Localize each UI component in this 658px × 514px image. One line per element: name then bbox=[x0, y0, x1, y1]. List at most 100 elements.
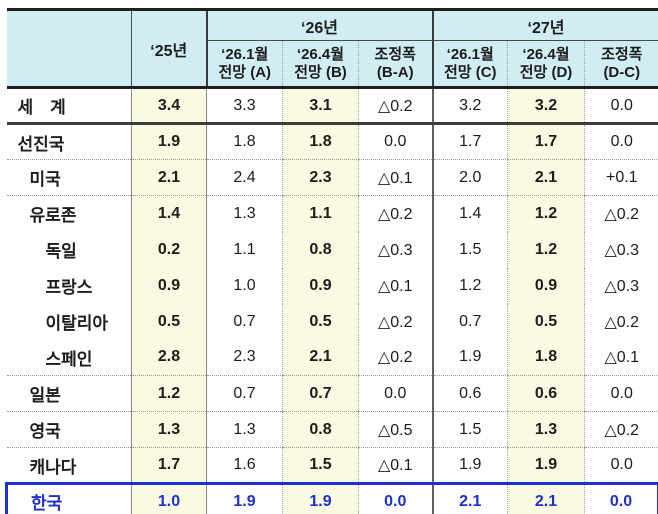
cell-adjustment-b-a: △0.2 bbox=[358, 303, 433, 340]
cell-adjustment-b-a: △0.1 bbox=[358, 267, 433, 304]
cell-26-jan-forecast: 1.3 bbox=[206, 411, 283, 448]
cell-year25-value: 0.9 bbox=[131, 267, 207, 304]
cell-adjustment-d-c: 0.0 bbox=[583, 447, 658, 484]
row-label: 캐나다 bbox=[6, 447, 132, 484]
table-body: 세 계 3.4 3.3 3.1 △0.2 3.2 3.2 0.0 선진국 1.9… bbox=[5, 87, 658, 514]
header-26-jan-forecast-a: ‘26.1월 전망 (A) bbox=[205, 40, 283, 89]
cell-27-apr-forecast: 2.1 bbox=[507, 482, 585, 514]
cell-year25-value: 1.2 bbox=[131, 375, 207, 412]
cell-27-jan-forecast: 0.6 bbox=[431, 375, 508, 412]
cell-adjustment-d-c: △0.3 bbox=[583, 231, 658, 268]
table-row: 이탈리아 0.5 0.7 0.5 △0.2 0.7 0.5 △0.2 bbox=[6, 303, 658, 340]
cell-27-jan-forecast: 1.4 bbox=[431, 195, 508, 232]
cell-year25-value: 2.8 bbox=[131, 339, 207, 376]
cell-27-apr-forecast: 1.3 bbox=[507, 411, 585, 448]
cell-adjustment-b-a: △0.2 bbox=[358, 87, 433, 125]
cell-adjustment-b-a: △0.2 bbox=[358, 339, 433, 376]
table-row: 한국 1.0 1.9 1.9 0.0 2.1 2.1 0.0 bbox=[5, 482, 658, 514]
table-row: 세 계 3.4 3.3 3.1 △0.2 3.2 3.2 0.0 bbox=[6, 87, 658, 125]
row-label: 영국 bbox=[6, 411, 132, 448]
cell-26-apr-forecast: 0.9 bbox=[282, 267, 359, 304]
header-adjustment-b-a: 조정폭 (B-A) bbox=[358, 40, 433, 89]
header-adjustment-d-c: 조정폭 (D-C) bbox=[583, 40, 658, 89]
cell-adjustment-b-a: △0.5 bbox=[358, 411, 433, 448]
header-26-apr-forecast-b: ‘26.4월 전망 (B) bbox=[282, 40, 359, 89]
cell-27-apr-forecast: 0.9 bbox=[507, 267, 585, 304]
cell-26-apr-forecast: 2.3 bbox=[282, 159, 359, 196]
header-year-25: ‘25년 bbox=[131, 9, 207, 89]
table-row: 미국 2.1 2.4 2.3 △0.1 2.0 2.1 +0.1 bbox=[6, 159, 658, 196]
row-label: 일본 bbox=[6, 375, 132, 412]
cell-26-apr-forecast: 1.9 bbox=[282, 482, 359, 514]
cell-adjustment-d-c: △0.2 bbox=[583, 303, 658, 340]
cell-26-jan-forecast: 1.0 bbox=[206, 267, 283, 304]
row-label: 선진국 bbox=[6, 123, 132, 160]
cell-27-jan-forecast: 2.1 bbox=[431, 482, 508, 514]
cell-26-jan-forecast: 3.3 bbox=[206, 87, 283, 125]
cell-year25-value: 1.0 bbox=[131, 482, 207, 514]
corner-cell bbox=[6, 9, 132, 89]
cell-26-jan-forecast: 1.6 bbox=[206, 447, 283, 484]
cell-27-apr-forecast: 0.6 bbox=[507, 375, 585, 412]
forecast-table: ‘25년 ‘26년 ‘27년 ‘26.1월 전망 (A) ‘26.4월 전망 (… bbox=[5, 8, 658, 514]
cell-adjustment-b-a: △0.1 bbox=[358, 159, 433, 196]
cell-27-apr-forecast: 1.2 bbox=[507, 231, 585, 268]
row-label: 이탈리아 bbox=[6, 303, 132, 340]
cell-26-apr-forecast: 1.8 bbox=[282, 123, 359, 160]
cell-adjustment-b-a: 0.0 bbox=[358, 123, 433, 160]
table-row: 스페인 2.8 2.3 2.1 △0.2 1.9 1.8 △0.1 bbox=[6, 339, 658, 376]
header-27-jan-forecast-c: ‘26.1월 전망 (C) bbox=[431, 40, 508, 89]
row-label: 세 계 bbox=[6, 87, 132, 125]
cell-adjustment-d-c: +0.1 bbox=[583, 159, 658, 196]
row-label: 프랑스 bbox=[6, 267, 132, 304]
cell-27-apr-forecast: 1.8 bbox=[507, 339, 585, 376]
cell-27-jan-forecast: 1.7 bbox=[431, 123, 508, 160]
cell-27-jan-forecast: 1.9 bbox=[431, 447, 508, 484]
cell-adjustment-b-a: △0.2 bbox=[358, 195, 433, 232]
table-row: 독일 0.2 1.1 0.8 △0.3 1.5 1.2 △0.3 bbox=[6, 231, 658, 268]
cell-26-jan-forecast: 2.4 bbox=[206, 159, 283, 196]
cell-27-jan-forecast: 1.5 bbox=[431, 231, 508, 268]
row-label: 미국 bbox=[6, 159, 132, 196]
cell-year25-value: 2.1 bbox=[131, 159, 207, 196]
cell-27-jan-forecast: 0.7 bbox=[431, 303, 508, 340]
cell-27-apr-forecast: 3.2 bbox=[507, 87, 585, 125]
cell-year25-value: 1.3 bbox=[131, 411, 207, 448]
cell-27-jan-forecast: 2.0 bbox=[431, 159, 508, 196]
table-row: 일본 1.2 0.7 0.7 0.0 0.6 0.6 0.0 bbox=[6, 375, 658, 412]
cell-adjustment-b-a: 0.0 bbox=[358, 482, 433, 514]
cell-26-jan-forecast: 0.7 bbox=[206, 375, 283, 412]
table-row: 프랑스 0.9 1.0 0.9 △0.1 1.2 0.9 △0.3 bbox=[6, 267, 658, 304]
cell-adjustment-d-c: 0.0 bbox=[583, 375, 658, 412]
table-row: 유로존 1.4 1.3 1.1 △0.2 1.4 1.2 △0.2 bbox=[6, 195, 658, 232]
cell-year25-value: 1.9 bbox=[131, 123, 207, 160]
cell-26-apr-forecast: 2.1 bbox=[282, 339, 359, 376]
cell-27-jan-forecast: 1.2 bbox=[431, 267, 508, 304]
cell-26-jan-forecast: 1.1 bbox=[206, 231, 283, 268]
cell-year25-value: 1.7 bbox=[131, 447, 207, 484]
cell-year25-value: 0.5 bbox=[131, 303, 207, 340]
cell-26-apr-forecast: 1.1 bbox=[282, 195, 359, 232]
header-27-apr-forecast-d: ‘26.4월 전망 (D) bbox=[507, 40, 585, 89]
cell-27-jan-forecast: 1.5 bbox=[431, 411, 508, 448]
cell-27-apr-forecast: 1.2 bbox=[507, 195, 585, 232]
cell-adjustment-d-c: 0.0 bbox=[583, 123, 658, 160]
cell-27-jan-forecast: 3.2 bbox=[431, 87, 508, 125]
cell-26-apr-forecast: 1.5 bbox=[282, 447, 359, 484]
row-label: 유로존 bbox=[6, 195, 132, 232]
cell-26-apr-forecast: 3.1 bbox=[282, 87, 359, 125]
cell-adjustment-d-c: △0.2 bbox=[583, 195, 658, 232]
cell-27-apr-forecast: 1.7 bbox=[507, 123, 585, 160]
cell-27-apr-forecast: 2.1 bbox=[507, 159, 585, 196]
cell-26-jan-forecast: 1.3 bbox=[206, 195, 283, 232]
row-label: 독일 bbox=[6, 231, 132, 268]
cell-adjustment-b-a: △0.1 bbox=[358, 447, 433, 484]
cell-27-apr-forecast: 1.9 bbox=[507, 447, 585, 484]
cell-26-jan-forecast: 2.3 bbox=[206, 339, 283, 376]
cell-26-jan-forecast: 1.9 bbox=[206, 482, 283, 514]
cell-adjustment-d-c: 0.0 bbox=[583, 482, 658, 514]
row-label: 스페인 bbox=[6, 339, 132, 376]
cell-26-apr-forecast: 0.5 bbox=[282, 303, 359, 340]
cell-26-apr-forecast: 0.7 bbox=[282, 375, 359, 412]
